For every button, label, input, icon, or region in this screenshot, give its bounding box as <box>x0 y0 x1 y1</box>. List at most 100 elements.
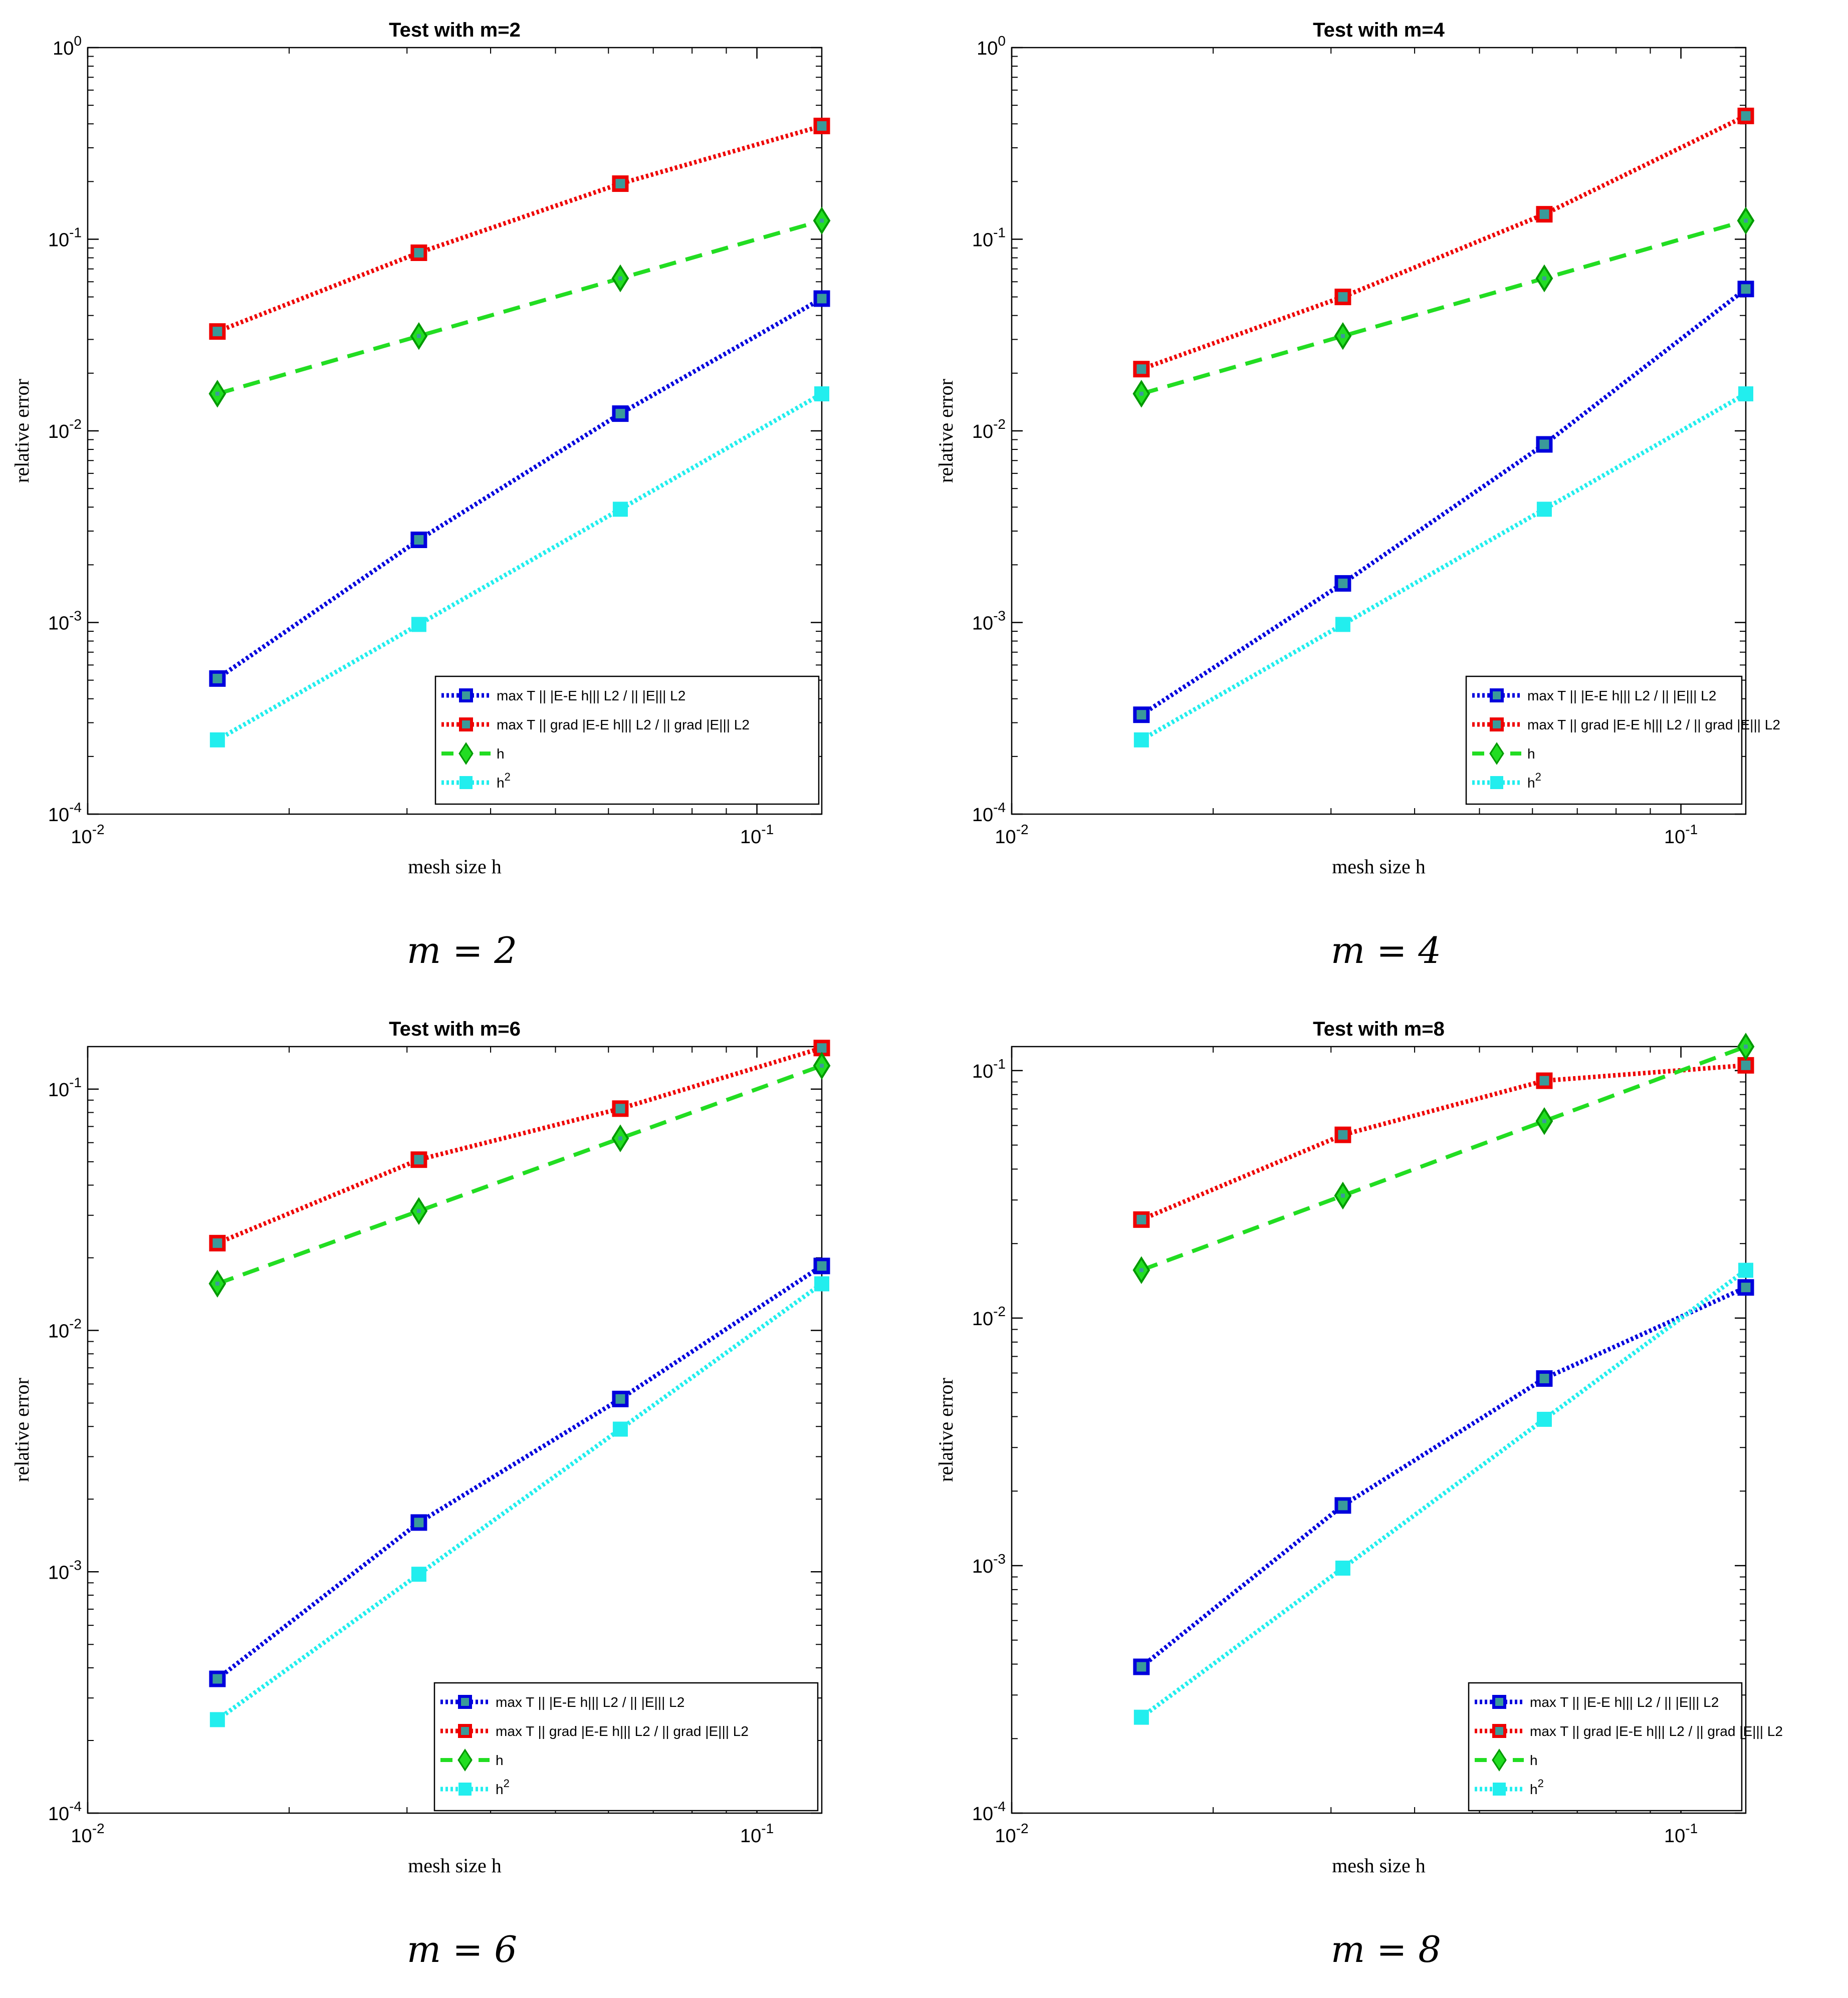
y-tick-label: 10-4 <box>48 1799 82 1825</box>
legend-label-cyan: h2 <box>496 1777 510 1797</box>
series-line-cyan <box>216 392 823 742</box>
x-tick-label: 10-1 <box>1664 1821 1698 1847</box>
caption-text: m = 8 <box>1330 1928 1442 1970</box>
data-point-center <box>215 1282 219 1286</box>
data-point-center <box>820 218 824 223</box>
legend-label-green: h <box>497 746 505 762</box>
data-point-red <box>410 1151 427 1168</box>
legend-label-green: h <box>1527 746 1535 762</box>
data-point-center <box>215 391 219 396</box>
legend-box <box>434 675 820 805</box>
data-point-center <box>1340 1193 1345 1198</box>
legend-marker-red <box>458 1724 472 1738</box>
data-point-center <box>416 334 421 338</box>
chart-svg-m4: 10-2 10-1 10-4 10-3 10-2 10-1 100 Test with m=4… <box>935 19 1780 878</box>
data-point-center <box>1744 218 1748 223</box>
legend-marker-red <box>459 717 473 731</box>
series-line-blue <box>1140 287 1747 717</box>
data-point-cyan <box>1738 386 1753 402</box>
x-tick-label: 10-1 <box>740 822 774 848</box>
data-point-center <box>416 1209 421 1213</box>
data-point-red <box>209 323 226 340</box>
data-point-center <box>1542 276 1546 281</box>
series-line-blue <box>216 1264 823 1681</box>
data-point-center <box>1744 1045 1748 1049</box>
x-axis-label: mesh size h <box>1332 855 1426 878</box>
data-point-center <box>1340 334 1345 338</box>
legend-label-blue: max T || |E-E h||| L2 / || |E||| L2 <box>497 688 685 703</box>
legend-label-blue: max T || |E-E h||| L2 / || |E||| L2 <box>1530 1694 1719 1710</box>
data-point-blue <box>612 1390 629 1407</box>
data-point-blue <box>1737 281 1754 298</box>
data-point-blue <box>1133 1658 1150 1675</box>
series-line-cyan <box>1140 392 1747 742</box>
legend-label-red: max T || grad |E-E h||| L2 / || grad |E|… <box>496 1723 749 1739</box>
y-tick-label: 100 <box>53 33 82 59</box>
caption-m8: m = 8 <box>924 1928 1848 1970</box>
chart-panel-m2: 10-2 10-1 10-4 10-3 10-2 10-1 100 Test with m=2… <box>0 0 924 999</box>
y-tick-label: 10-3 <box>972 608 1006 634</box>
data-point-red <box>209 1234 226 1252</box>
legend-marker-cyan <box>1493 1783 1506 1796</box>
series-line-cyan <box>216 1282 823 1722</box>
data-point-blue <box>410 1514 427 1531</box>
data-point-red <box>1737 1057 1754 1074</box>
x-tick-label: 10-2 <box>995 1821 1028 1847</box>
chart-panel-m4: 10-2 10-1 10-4 10-3 10-2 10-1 100 Test with m=4… <box>924 0 1848 999</box>
data-point-cyan <box>1536 1411 1552 1427</box>
legend-box <box>1465 675 1743 805</box>
legend-box <box>433 1682 819 1812</box>
data-point-red <box>1536 1072 1553 1089</box>
caption-text: m = 4 <box>1330 929 1442 971</box>
y-tick-label: 10-2 <box>972 416 1006 442</box>
data-point-red <box>1133 361 1150 378</box>
y-axis-label: relative error <box>11 1378 33 1482</box>
data-point-cyan <box>1335 617 1350 632</box>
data-point-blue <box>1536 1370 1553 1387</box>
legend-label-red: max T || grad |E-E h||| L2 / || grad |E|… <box>1527 717 1780 732</box>
data-point-red <box>612 175 629 192</box>
legend-label-red: max T || grad |E-E h||| L2 / || grad |E|… <box>1530 1723 1783 1739</box>
caption-m2: m = 2 <box>0 929 924 971</box>
data-point-cyan <box>1738 1263 1753 1278</box>
data-point-blue <box>410 532 427 549</box>
x-tick-label: 10-2 <box>71 1821 104 1847</box>
legend-label-blue: max T || |E-E h||| L2 / || |E||| L2 <box>496 1694 684 1710</box>
data-point-red <box>813 117 830 134</box>
chart-title: Test with m=6 <box>389 1018 521 1040</box>
data-point-blue <box>1334 575 1351 592</box>
y-tick-label: 10-4 <box>972 800 1006 826</box>
caption-text: m = 6 <box>406 1928 518 1970</box>
legend-label-green: h <box>496 1753 504 1768</box>
y-tick-label: 10-4 <box>972 1799 1006 1825</box>
data-point-cyan <box>612 502 628 517</box>
data-point-cyan <box>209 732 225 747</box>
chart-svg-m2: 10-2 10-1 10-4 10-3 10-2 10-1 100 Test with m=2… <box>11 19 831 878</box>
legend-marker-green <box>458 742 474 765</box>
y-tick-label: 10-2 <box>972 1304 1006 1330</box>
data-point-center <box>820 1064 824 1068</box>
x-axis-label: mesh size h <box>1332 1854 1426 1877</box>
chart-title: Test with m=2 <box>389 19 521 41</box>
legend-label-cyan: h2 <box>1530 1777 1544 1797</box>
data-point-red <box>1536 206 1553 223</box>
data-point-red <box>612 1100 629 1117</box>
data-point-cyan <box>814 1276 829 1292</box>
data-point-cyan <box>209 1712 225 1727</box>
y-tick-label: 10-3 <box>48 608 82 634</box>
legend-marker-green <box>457 1749 473 1772</box>
legend-label-red: max T || grad |E-E h||| L2 / || grad |E|… <box>497 717 750 732</box>
legend-marker-cyan <box>459 776 473 789</box>
y-tick-label: 10-1 <box>972 225 1006 251</box>
y-tick-label: 10-4 <box>48 800 82 826</box>
chart-panel-m6: 10-2 10-1 10-4 10-3 10-2 10-1 Test with m=6 mes… <box>0 999 924 1998</box>
x-axis-label: mesh size h <box>408 1854 502 1877</box>
series-line-red <box>216 1046 823 1245</box>
data-point-red <box>1334 1126 1351 1143</box>
data-point-blue <box>1334 1497 1351 1514</box>
data-point-blue <box>612 405 629 422</box>
y-tick-label: 10-3 <box>48 1557 82 1583</box>
data-point-cyan <box>411 617 426 632</box>
y-axis-label: relative error <box>935 1378 957 1482</box>
series-line-red <box>216 124 823 334</box>
